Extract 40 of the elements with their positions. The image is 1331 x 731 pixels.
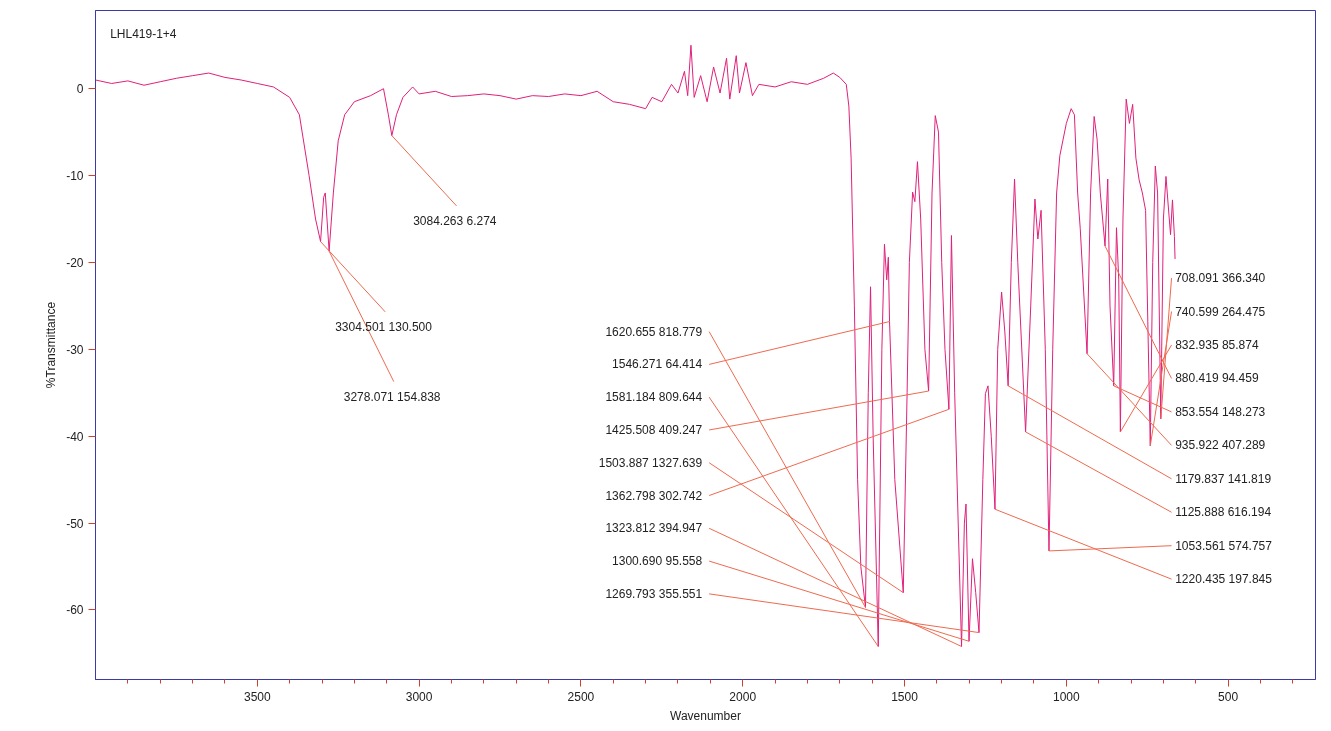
annotation: 708.091 366.340 xyxy=(1175,271,1266,286)
annotation: 3084.263 6.274 xyxy=(413,213,497,228)
line-series xyxy=(95,44,1176,647)
annotation: 1300.690 95.558 xyxy=(612,554,703,569)
y-tick-label: 0 xyxy=(76,82,84,97)
annotation: 1362.798 302.742 xyxy=(605,488,703,503)
annotation: 1546.271 64.414 xyxy=(612,357,703,372)
y-tick-label: -30 xyxy=(66,342,84,357)
x-tick-label: 3000 xyxy=(405,689,433,704)
x-tick-label: 500 xyxy=(1218,689,1239,704)
x-tick-label: 3500 xyxy=(243,689,271,704)
annotation: 1323.812 394.947 xyxy=(605,521,703,536)
x-axis-title: Wavenumber xyxy=(670,708,741,723)
x-tick-label: 1000 xyxy=(1052,689,1080,704)
annotation: 832.935 85.874 xyxy=(1175,338,1259,352)
annotation: 853.554 148.273 xyxy=(1175,404,1266,419)
annotation: 880.419 94.459 xyxy=(1175,371,1259,386)
y-tick-label: -20 xyxy=(66,255,84,270)
annotation: 1425.508 409.247 xyxy=(605,422,703,437)
annotation: 1053.561 574.757 xyxy=(1175,538,1273,553)
annotation: 740.599 264.475 xyxy=(1175,304,1266,319)
y-axis-title: %Transmittance xyxy=(44,301,59,389)
y-tick-label: -40 xyxy=(66,429,84,444)
y-tick-label: -60 xyxy=(66,603,84,618)
annotation: 1179.837 141.819 xyxy=(1175,471,1272,486)
annotation: 1503.887 1327.639 xyxy=(598,455,703,470)
annotation: 1125.888 616.194 xyxy=(1175,505,1272,520)
annotation: 1269.793 355.551 xyxy=(605,586,703,601)
y-tick-label: -50 xyxy=(66,516,84,531)
x-tick-label: 1500 xyxy=(891,689,919,704)
annotation: 3278.071 154.838 xyxy=(343,389,441,404)
y-tick-label: -10 xyxy=(66,169,84,184)
x-tick-label: 2500 xyxy=(567,689,595,704)
annotation: 1581.184 809.644 xyxy=(605,390,703,405)
annotation: 3304.501 130.500 xyxy=(335,319,433,334)
annotation: 1620.655 818.779 xyxy=(605,324,703,339)
x-tick-label: 2000 xyxy=(729,689,757,704)
annotation: 1220.435 197.845 xyxy=(1175,572,1273,587)
text: LHL419-1+4 xyxy=(110,26,177,41)
annotation: 935.922 407.289 xyxy=(1175,438,1266,453)
